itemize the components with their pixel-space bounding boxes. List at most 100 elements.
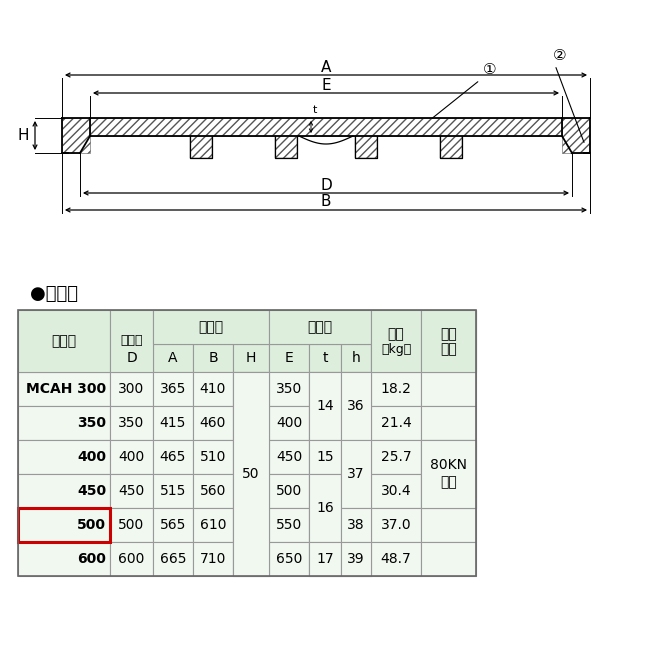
Text: 30.4: 30.4 xyxy=(380,484,411,498)
Text: D: D xyxy=(126,351,137,365)
Text: B: B xyxy=(208,351,218,365)
Text: 415: 415 xyxy=(160,416,186,430)
Bar xyxy=(233,508,269,542)
Text: 550: 550 xyxy=(276,518,302,532)
Bar xyxy=(193,406,233,440)
Text: ●仕　様: ●仕 様 xyxy=(30,285,78,303)
Bar xyxy=(18,310,110,372)
Bar xyxy=(341,542,371,576)
Bar xyxy=(110,372,153,406)
Bar xyxy=(233,440,269,474)
Text: 荷重: 荷重 xyxy=(440,342,457,356)
Bar xyxy=(341,440,371,474)
Text: ②: ② xyxy=(553,47,567,62)
Text: h: h xyxy=(352,351,360,365)
Bar xyxy=(153,344,193,372)
Bar xyxy=(421,508,476,542)
Bar xyxy=(193,440,233,474)
Bar xyxy=(269,474,309,508)
Text: A: A xyxy=(168,351,178,365)
Text: 15: 15 xyxy=(316,450,334,464)
Text: 80KN: 80KN xyxy=(430,458,467,472)
Bar xyxy=(18,344,110,372)
Text: t: t xyxy=(313,105,318,115)
Text: 48.7: 48.7 xyxy=(380,552,411,566)
Bar xyxy=(309,440,341,474)
Text: 実内径: 実内径 xyxy=(120,335,143,348)
Text: A: A xyxy=(321,60,331,75)
Text: E: E xyxy=(285,351,293,365)
Bar xyxy=(309,508,341,542)
Bar xyxy=(269,372,309,406)
Bar xyxy=(269,310,309,344)
Text: ふ　た: ふ た xyxy=(308,320,333,334)
Bar xyxy=(18,508,110,542)
Text: 以上: 以上 xyxy=(440,475,457,489)
Bar xyxy=(371,310,421,344)
Bar xyxy=(341,406,371,440)
Text: 17: 17 xyxy=(316,552,334,566)
Bar xyxy=(193,474,233,508)
Text: 39: 39 xyxy=(347,552,365,566)
Bar xyxy=(233,474,269,508)
Text: 410: 410 xyxy=(200,382,226,396)
Bar xyxy=(341,440,371,508)
Text: 18.2: 18.2 xyxy=(380,382,411,396)
Bar xyxy=(269,310,371,344)
Bar xyxy=(421,344,476,372)
Bar xyxy=(371,542,421,576)
Bar xyxy=(110,474,153,508)
Bar xyxy=(18,406,110,440)
Bar xyxy=(269,406,309,440)
Bar xyxy=(309,542,341,576)
Text: 600: 600 xyxy=(77,552,106,566)
Bar xyxy=(341,508,371,542)
Text: 400: 400 xyxy=(118,450,144,464)
Bar xyxy=(153,310,269,344)
Bar xyxy=(341,372,371,406)
Text: 560: 560 xyxy=(200,484,226,498)
Text: 50: 50 xyxy=(242,467,260,481)
Bar xyxy=(309,344,341,372)
Text: 破壊: 破壊 xyxy=(440,327,457,341)
Bar xyxy=(193,508,233,542)
Bar xyxy=(233,344,269,372)
Text: 500: 500 xyxy=(276,484,302,498)
Bar xyxy=(341,542,371,576)
Bar xyxy=(341,474,371,508)
Text: 500: 500 xyxy=(118,518,144,532)
Text: 重量: 重量 xyxy=(388,327,404,341)
Text: 565: 565 xyxy=(160,518,186,532)
Polygon shape xyxy=(355,136,377,158)
Text: 350: 350 xyxy=(77,416,106,430)
Bar xyxy=(153,542,193,576)
Text: 450: 450 xyxy=(118,484,144,498)
Bar xyxy=(193,344,233,372)
Bar xyxy=(371,440,421,474)
Bar xyxy=(233,406,269,440)
Bar xyxy=(421,406,476,440)
Bar xyxy=(309,474,341,508)
Text: 365: 365 xyxy=(160,382,186,396)
Bar xyxy=(371,344,421,372)
Bar xyxy=(269,440,309,474)
Text: 37.0: 37.0 xyxy=(380,518,411,532)
Bar xyxy=(110,542,153,576)
Bar xyxy=(110,440,153,474)
Text: B: B xyxy=(321,194,331,209)
Text: 650: 650 xyxy=(276,552,302,566)
Bar xyxy=(153,310,193,344)
Text: H: H xyxy=(17,128,29,143)
Bar xyxy=(193,372,233,406)
Text: 400: 400 xyxy=(276,416,302,430)
Text: 515: 515 xyxy=(160,484,186,498)
Bar xyxy=(341,508,371,542)
Text: ①: ① xyxy=(483,62,497,77)
Bar xyxy=(193,542,233,576)
Text: 37: 37 xyxy=(347,467,365,481)
Text: （kg）: （kg） xyxy=(381,342,411,356)
Bar xyxy=(269,508,309,542)
Text: 14: 14 xyxy=(316,399,334,413)
Bar xyxy=(18,508,110,542)
Bar xyxy=(153,406,193,440)
